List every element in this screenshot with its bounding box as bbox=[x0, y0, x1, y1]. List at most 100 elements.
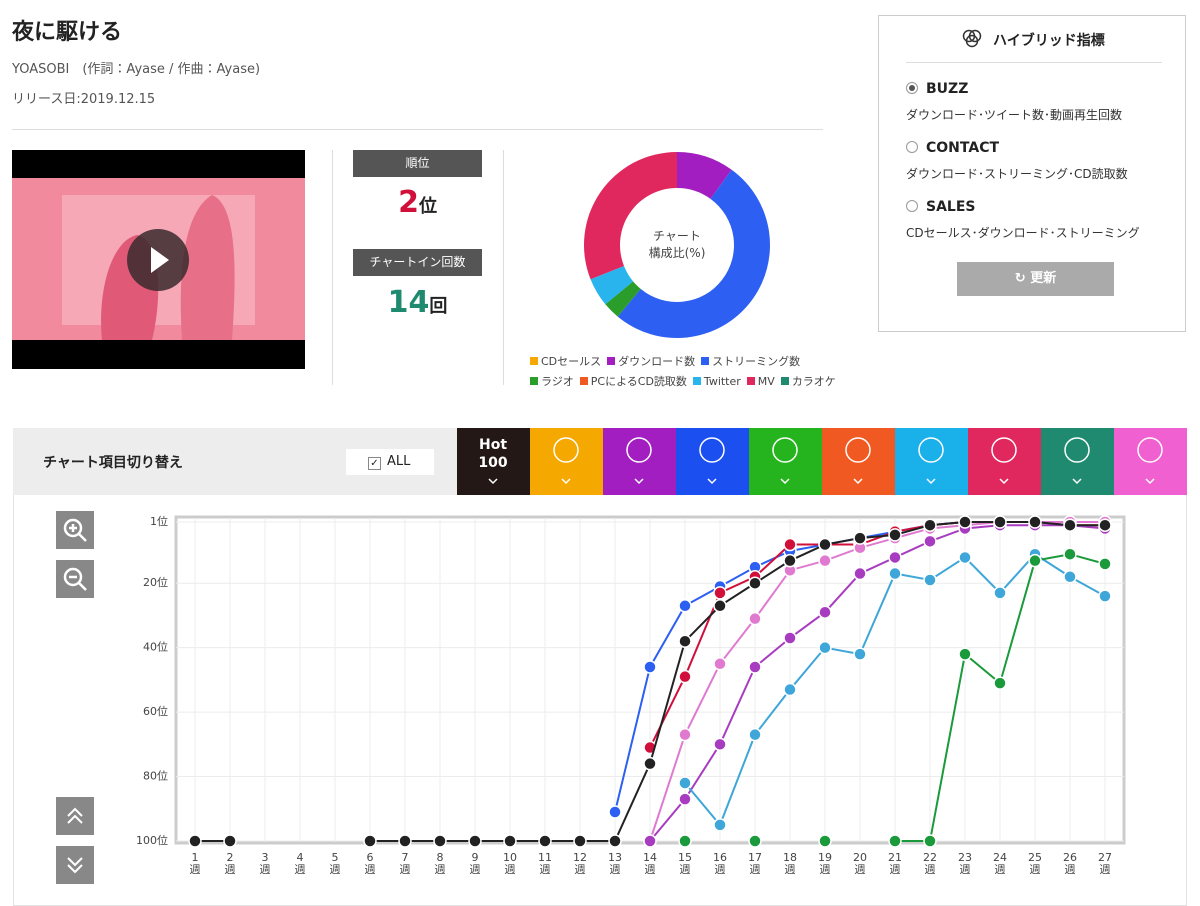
series-point bbox=[748, 576, 762, 590]
series-point bbox=[678, 727, 692, 742]
category-tile[interactable] bbox=[968, 428, 1041, 495]
chevron bbox=[926, 478, 936, 485]
x-tick-label: 16週 bbox=[713, 851, 727, 876]
series-point bbox=[1028, 553, 1042, 568]
series-point bbox=[783, 631, 797, 645]
series-point bbox=[748, 834, 762, 848]
series-point bbox=[363, 834, 377, 848]
category-tile[interactable] bbox=[603, 428, 676, 495]
icon bbox=[1137, 437, 1163, 463]
series-point bbox=[888, 550, 902, 565]
category-tile[interactable] bbox=[676, 428, 749, 495]
tile-icon bbox=[699, 437, 725, 485]
x-tick-label: 22週 bbox=[923, 851, 937, 876]
all-label: ALL bbox=[387, 454, 411, 469]
category-tile[interactable] bbox=[530, 428, 603, 495]
scroll-up[interactable] bbox=[56, 797, 94, 835]
series-point bbox=[853, 531, 867, 545]
x-tick-label: 10週 bbox=[503, 851, 517, 876]
y-tick-label: 80位 bbox=[143, 770, 168, 783]
series-point bbox=[398, 834, 412, 848]
x-tick-label: 12週 bbox=[573, 851, 587, 876]
legend-label: CDセールス bbox=[541, 355, 602, 368]
x-tick-label: 3週 bbox=[259, 851, 271, 876]
x-tick-label: 8週 bbox=[434, 851, 446, 876]
hybrid-panel: ハイブリッド指標 BUZZ ダウンロード･ツイート数･動画再生回数 CONTACT ダ… bbox=[878, 15, 1186, 332]
chevron bbox=[488, 478, 498, 485]
series-point bbox=[748, 611, 762, 626]
category-tile[interactable] bbox=[457, 428, 530, 495]
series-point bbox=[818, 640, 832, 655]
center-text: 構成比(%) bbox=[648, 246, 706, 260]
series-point bbox=[678, 634, 692, 648]
legend-swatch bbox=[746, 377, 755, 385]
x-tick-label: 25週 bbox=[1028, 851, 1042, 876]
x-tick-label: 14週 bbox=[643, 851, 657, 876]
song-title: 夜に駆ける bbox=[12, 20, 123, 45]
scroll-down[interactable] bbox=[56, 846, 94, 884]
category-tile[interactable] bbox=[1041, 428, 1114, 495]
count-label: チャートイン回数 bbox=[353, 249, 482, 276]
donut-chart bbox=[584, 152, 771, 339]
category-tile[interactable] bbox=[749, 428, 822, 495]
legend-swatch bbox=[692, 377, 701, 385]
divider bbox=[332, 150, 333, 385]
hybrid-option[interactable]: BUZZ bbox=[906, 78, 968, 97]
count-value: 14 bbox=[387, 285, 430, 320]
icon bbox=[991, 437, 1017, 463]
series-point bbox=[713, 599, 727, 613]
chevron bbox=[853, 478, 863, 485]
rank-unit: 位 bbox=[418, 196, 437, 217]
series-point bbox=[818, 605, 832, 619]
center-text: チャート bbox=[653, 229, 701, 243]
series-point bbox=[818, 834, 832, 848]
series-point bbox=[1098, 518, 1112, 532]
hybrid-option[interactable]: CONTACT bbox=[906, 137, 999, 156]
chevron bbox=[1145, 478, 1155, 485]
all-toggle[interactable]: ✓ ALL bbox=[346, 449, 434, 475]
donut-segment bbox=[605, 281, 641, 317]
legend-item: ラジオ bbox=[530, 375, 574, 388]
series-point bbox=[503, 834, 517, 848]
category-tile[interactable] bbox=[822, 428, 895, 495]
series-point bbox=[783, 553, 797, 568]
series-point bbox=[713, 737, 727, 752]
icon bbox=[553, 437, 579, 463]
series-point bbox=[1098, 557, 1112, 571]
hybrid-option[interactable]: SALES bbox=[906, 196, 976, 215]
y-tick-label: 1位 bbox=[150, 515, 168, 528]
y-tick-label: 60位 bbox=[143, 705, 168, 718]
category-tile[interactable] bbox=[895, 428, 968, 495]
category-tile[interactable] bbox=[1114, 428, 1187, 495]
legend-label: カラオケ bbox=[791, 375, 836, 388]
donut-segment bbox=[677, 152, 732, 199]
legend-item: ダウンロード数 bbox=[607, 355, 695, 368]
tile-icon bbox=[1137, 437, 1163, 485]
series-point bbox=[958, 515, 972, 529]
y-tick-label: 100位 bbox=[136, 834, 168, 847]
legend-item: ストリーミング数 bbox=[701, 355, 800, 368]
update-button[interactable]: ↻ 更新 bbox=[957, 262, 1114, 296]
icon bbox=[699, 437, 725, 463]
x-tick-label: 24週 bbox=[993, 851, 1007, 876]
legend-swatch bbox=[530, 377, 538, 385]
zoom-out[interactable] bbox=[56, 560, 94, 598]
zoom-in[interactable] bbox=[56, 511, 94, 549]
hybrid-title: ハイブリッド指標 bbox=[993, 33, 1105, 49]
legend-swatch bbox=[579, 377, 588, 385]
x-tick-label: 26週 bbox=[1063, 851, 1077, 876]
legend-swatch bbox=[701, 357, 710, 365]
video-thumbnail[interactable] bbox=[12, 150, 305, 369]
chevron bbox=[561, 478, 571, 485]
series-point bbox=[713, 818, 727, 832]
legend: CDセールス ダウンロード数 ストリーミング数 ラジオ PCによるCD読取数 Twitte… bbox=[530, 352, 850, 392]
series-point bbox=[223, 834, 237, 848]
x-tick-label: 9週 bbox=[469, 851, 481, 876]
donut-segment bbox=[617, 169, 771, 339]
divider bbox=[503, 150, 504, 385]
icon bbox=[626, 437, 652, 463]
option-label: CONTACT bbox=[926, 140, 1000, 156]
series-point bbox=[643, 660, 657, 674]
icon bbox=[1064, 437, 1090, 463]
